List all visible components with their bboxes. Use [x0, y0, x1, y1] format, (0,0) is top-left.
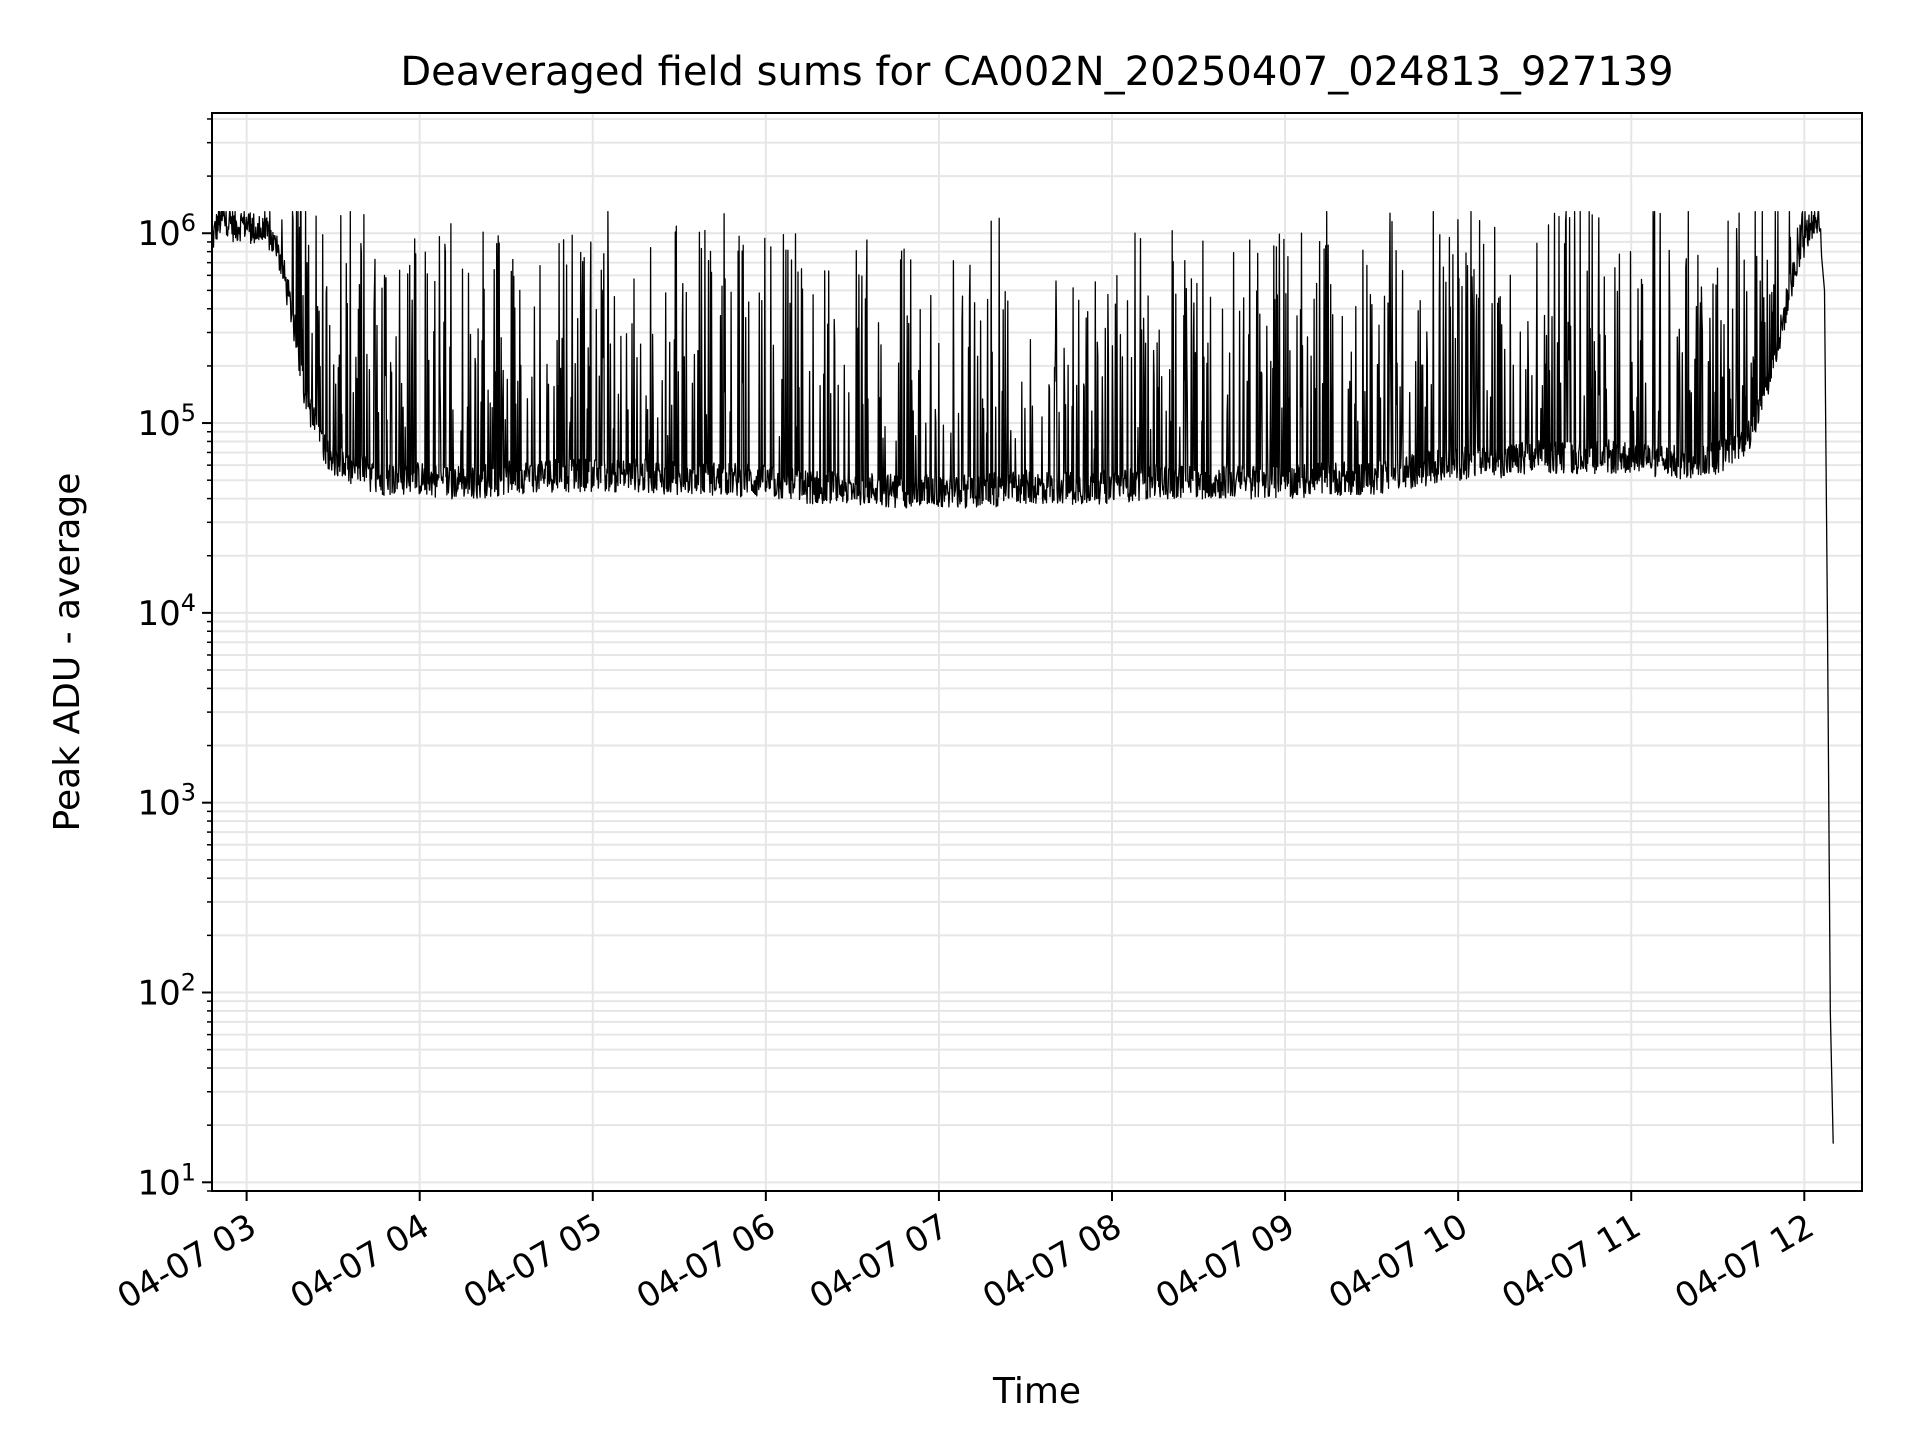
series-line: [211, 210, 1834, 1144]
y-tick-label: 102: [137, 968, 196, 1013]
y-tick-label: 106: [137, 209, 196, 254]
y-tick-label: 104: [137, 589, 196, 634]
y-tick-label: 103: [137, 779, 196, 824]
y-tick-label: 105: [137, 399, 196, 444]
y-axis-label: Peak ADU - average: [47, 473, 88, 832]
axes-frame: [211, 112, 1863, 1192]
plot-area: [211, 210, 1834, 1144]
x-axis-label: Time: [992, 1371, 1081, 1412]
y-tick-label: 101: [137, 1158, 196, 1203]
chart-title: Deaveraged field sums for CA002N_2025040…: [400, 49, 1673, 95]
